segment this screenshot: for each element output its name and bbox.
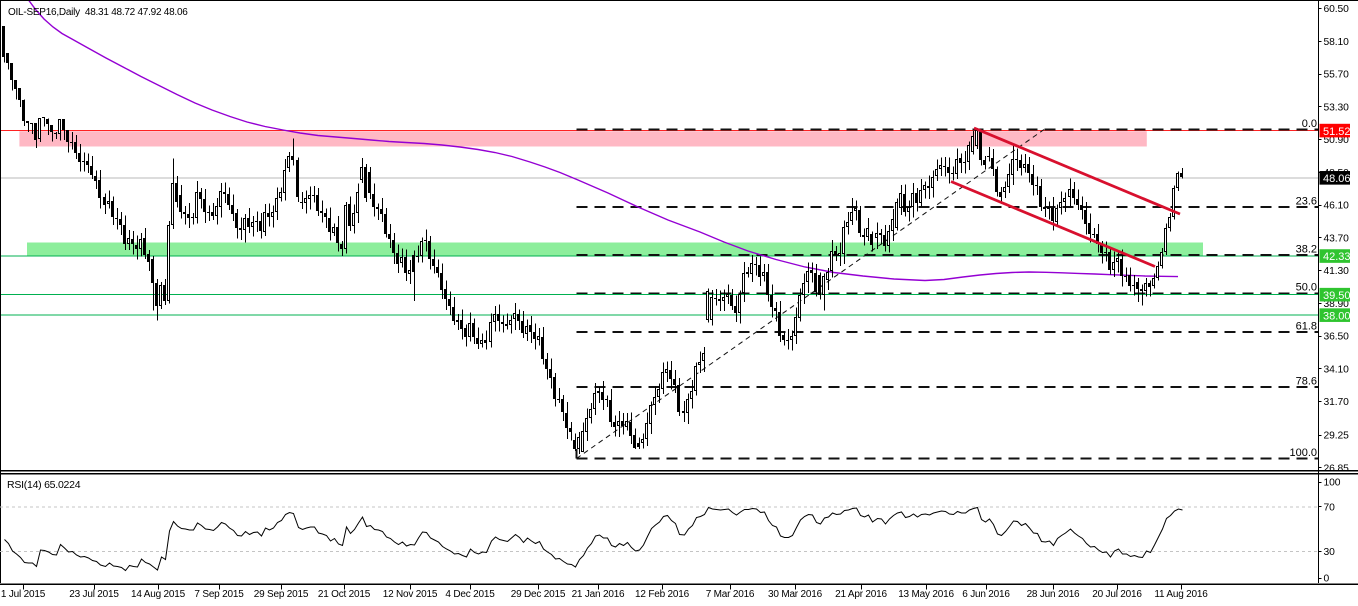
svg-text:70: 70	[1324, 503, 1336, 514]
svg-text:12 Nov 2015: 12 Nov 2015	[383, 589, 438, 600]
svg-text:23.6: 23.6	[1296, 196, 1317, 208]
svg-text:12 Feb 2016: 12 Feb 2016	[635, 589, 690, 600]
svg-text:30: 30	[1324, 547, 1336, 558]
svg-text:29.25: 29.25	[1324, 431, 1350, 442]
svg-text:78.6: 78.6	[1296, 376, 1317, 388]
svg-text:38.90: 38.90	[1324, 299, 1350, 310]
svg-text:21 Oct 2015: 21 Oct 2015	[318, 589, 371, 600]
svg-text:28 Jun 2016: 28 Jun 2016	[1027, 589, 1080, 600]
svg-text:7 Sep 2015: 7 Sep 2015	[194, 589, 244, 600]
svg-text:26.85: 26.85	[1324, 463, 1350, 474]
svg-text:23 Jul 2015: 23 Jul 2015	[69, 589, 119, 600]
svg-text:55.70: 55.70	[1324, 70, 1350, 81]
svg-text:100.0: 100.0	[1289, 447, 1317, 459]
svg-text:29 Dec 2015: 29 Dec 2015	[511, 589, 566, 600]
svg-text:29 Sep 2015: 29 Sep 2015	[254, 589, 309, 600]
svg-text:46.10: 46.10	[1324, 201, 1350, 212]
svg-text:43.70: 43.70	[1324, 233, 1350, 244]
svg-text:39.50: 39.50	[1323, 290, 1351, 302]
svg-text:58.10: 58.10	[1324, 37, 1350, 48]
svg-text:51.52: 51.52	[1323, 126, 1351, 138]
svg-text:48.06: 48.06	[1323, 173, 1351, 185]
svg-text:61.8: 61.8	[1296, 321, 1317, 333]
svg-text:1 Jul 2015: 1 Jul 2015	[1, 589, 46, 600]
svg-text:53.30: 53.30	[1324, 102, 1350, 113]
svg-text:50.90: 50.90	[1324, 135, 1350, 146]
svg-text:7 Mar 2016: 7 Mar 2016	[706, 589, 755, 600]
svg-text:38.00: 38.00	[1323, 310, 1351, 322]
svg-text:41.30: 41.30	[1324, 266, 1350, 277]
svg-text:4 Dec 2015: 4 Dec 2015	[445, 589, 495, 600]
svg-text:OIL-SEP16,Daily 48.31 48.72 4: OIL-SEP16,Daily 48.31 48.72 47.92 48.06	[8, 7, 188, 18]
svg-text:50.0: 50.0	[1296, 282, 1317, 294]
svg-text:14 Aug 2015: 14 Aug 2015	[131, 589, 186, 600]
svg-text:21 Jan 2016: 21 Jan 2016	[572, 589, 625, 600]
svg-text:13 May 2016: 13 May 2016	[898, 589, 954, 600]
svg-text:20 Jul 2016: 20 Jul 2016	[1092, 589, 1142, 600]
svg-text:36.50: 36.50	[1324, 332, 1350, 343]
svg-text:100: 100	[1324, 478, 1341, 489]
svg-text:6 Jun 2016: 6 Jun 2016	[962, 589, 1010, 600]
svg-text:11 Aug 2016: 11 Aug 2016	[1154, 589, 1208, 600]
svg-text:38.2: 38.2	[1296, 244, 1317, 256]
svg-text:31.70: 31.70	[1324, 397, 1350, 408]
svg-text:30 Mar 2016: 30 Mar 2016	[768, 589, 823, 600]
svg-text:34.10: 34.10	[1324, 364, 1350, 375]
svg-text:21 Apr 2016: 21 Apr 2016	[835, 589, 887, 600]
svg-text:RSI(14) 65.0224: RSI(14) 65.0224	[7, 479, 81, 491]
svg-text:42.33: 42.33	[1323, 251, 1351, 263]
svg-text:60.50: 60.50	[1324, 4, 1350, 15]
svg-text:0.0: 0.0	[1302, 118, 1317, 130]
svg-text:0: 0	[1324, 574, 1330, 585]
